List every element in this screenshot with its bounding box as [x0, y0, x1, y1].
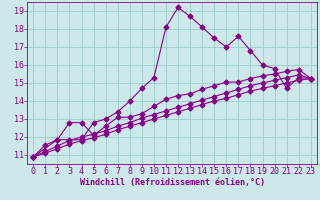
- X-axis label: Windchill (Refroidissement éolien,°C): Windchill (Refroidissement éolien,°C): [79, 178, 265, 187]
